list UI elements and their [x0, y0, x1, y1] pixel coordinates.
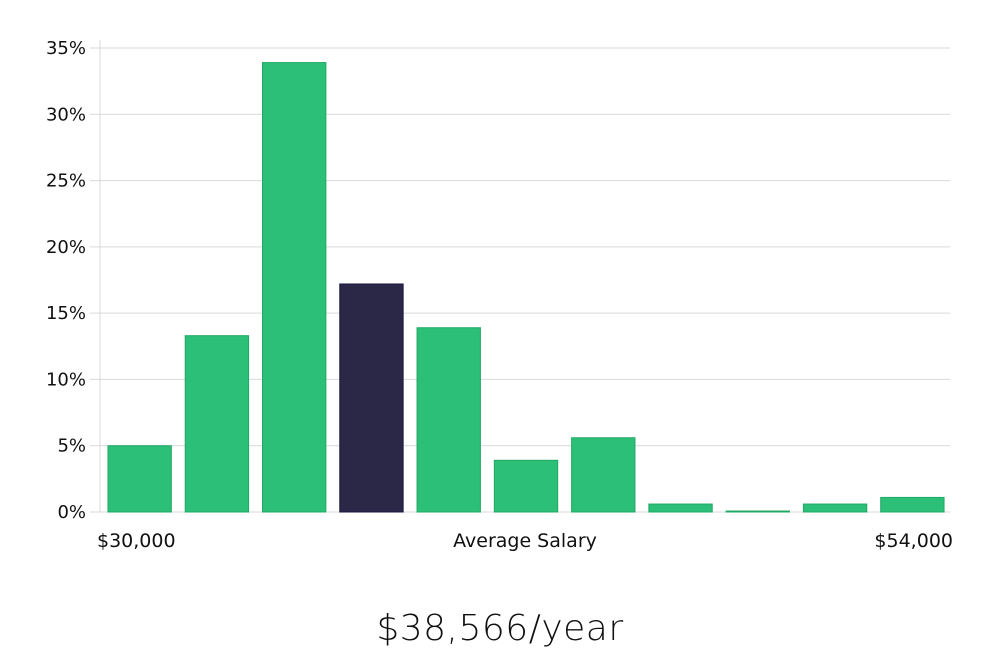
- x-axis-title: Average Salary: [453, 530, 597, 552]
- average-salary-headline: $38,566/year: [376, 608, 624, 649]
- bar: [184, 335, 250, 513]
- y-tick-label: 15%: [46, 303, 86, 324]
- bar-highlighted: [339, 283, 404, 513]
- y-tick-label: 20%: [46, 237, 86, 258]
- bar: [262, 62, 327, 513]
- x-axis-min-label: $30,000: [97, 530, 176, 552]
- bar: [880, 496, 945, 513]
- bars: [107, 62, 945, 513]
- bar: [493, 459, 559, 513]
- bar: [107, 445, 172, 513]
- y-tick-label: 10%: [46, 369, 86, 390]
- y-tick-label: 25%: [46, 171, 86, 192]
- salary-histogram: 0% 5% 10% 15% 20% 25% 30% 35% $30,000 Average S…: [46, 38, 953, 552]
- bar: [802, 503, 868, 513]
- y-tick-label: 5%: [57, 436, 86, 457]
- bar: [725, 510, 790, 513]
- y-tick-label: 0%: [57, 502, 86, 523]
- bar: [571, 437, 636, 513]
- y-axis-ticks: 0% 5% 10% 15% 20% 25% 30% 35%: [46, 38, 86, 523]
- bar: [648, 503, 713, 513]
- x-axis-max-label: $54,000: [874, 530, 953, 552]
- y-tick-label: 30%: [46, 104, 86, 125]
- y-tick-label: 35%: [46, 38, 86, 59]
- bar: [416, 327, 481, 513]
